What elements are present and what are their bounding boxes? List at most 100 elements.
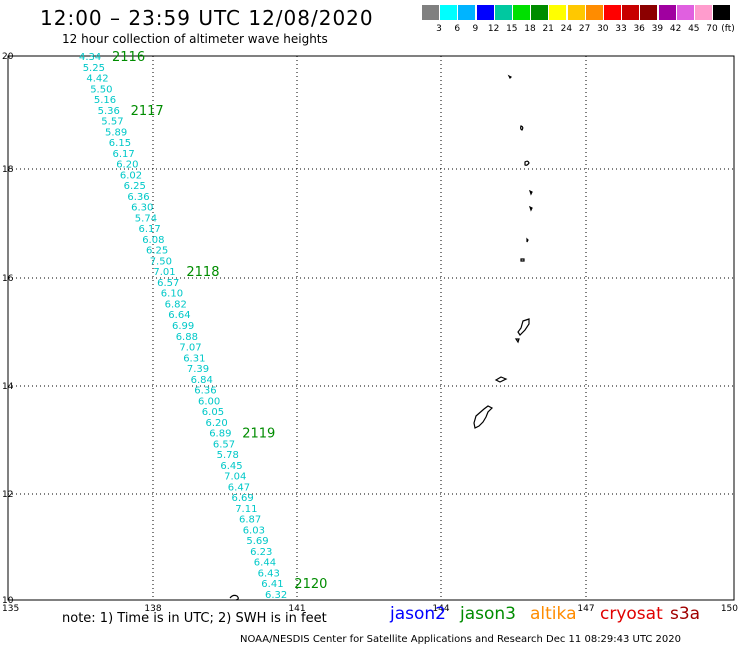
swh-value: 6.25 xyxy=(146,246,168,257)
swh-value: 6.20 xyxy=(116,160,138,171)
swh-value: 7.07 xyxy=(179,343,201,354)
lat-tick-label: 14 xyxy=(2,382,14,392)
satellite-label: altika xyxy=(530,604,577,624)
swh-value: 6.08 xyxy=(142,235,164,246)
swh-value: 6.84 xyxy=(191,375,213,386)
scale-swatch xyxy=(567,5,585,20)
swh-value: 6.17 xyxy=(113,149,135,160)
scale-label: 42 xyxy=(669,24,682,34)
map-subtitle: 12 hour collection of altimeter wave hei… xyxy=(62,32,328,46)
scale-label: 9 xyxy=(472,24,479,34)
satellite-label: cryosat xyxy=(600,604,663,624)
swh-value: 6.64 xyxy=(168,310,190,321)
scale-swatch xyxy=(658,5,676,20)
scale-swatch xyxy=(695,5,712,20)
swh-value: 6.57 xyxy=(213,439,235,450)
swh-value: 7.39 xyxy=(187,364,209,375)
swh-value: 6.82 xyxy=(165,300,187,311)
swh-value: 6.69 xyxy=(232,493,254,504)
satellite-label: jason3 xyxy=(460,604,516,624)
orbit-number: 2117 xyxy=(131,104,164,119)
lon-tick-label: 150 xyxy=(721,604,738,614)
swh-value: 6.31 xyxy=(183,353,205,364)
satellite-label: jason2 xyxy=(390,604,446,624)
scale-label: 12 xyxy=(487,24,500,34)
swh-value: 6.20 xyxy=(206,418,228,429)
scale-label: 6 xyxy=(454,24,461,34)
longitude-labels: 135 138 141 144 147 150 xyxy=(2,604,738,614)
scale-swatch xyxy=(422,5,439,20)
scale-label: 39 xyxy=(651,24,664,34)
swh-value: 5.25 xyxy=(83,63,105,74)
swh-value: 6.30 xyxy=(131,203,153,214)
graticule-grid xyxy=(8,56,734,600)
swh-value: 7.50 xyxy=(150,256,172,267)
scale-swatch xyxy=(604,5,621,20)
scale-label: 45 xyxy=(688,24,700,34)
island-rota xyxy=(494,376,508,383)
swh-value: 6.89 xyxy=(209,429,231,440)
scale-label: 36 xyxy=(633,24,645,34)
swh-value: 5.50 xyxy=(90,84,112,95)
orbit-number: 2118 xyxy=(186,265,219,280)
swh-value: 5.36 xyxy=(98,106,120,117)
swh-value: 5.69 xyxy=(246,536,268,547)
swh-value: 6.36 xyxy=(194,386,216,397)
swh-value: 5.78 xyxy=(217,450,239,461)
island-guam xyxy=(473,405,494,429)
island-alamagan xyxy=(526,237,529,243)
swh-value: 6.45 xyxy=(220,461,242,472)
island-farallon xyxy=(507,74,513,80)
swh-value: 6.99 xyxy=(172,321,194,332)
swh-value: 6.36 xyxy=(127,192,149,203)
island-asuncion xyxy=(524,160,530,166)
scale-label: 70 xyxy=(706,24,718,34)
lon-tick-label: 141 xyxy=(288,604,305,614)
swh-value: 6.32 xyxy=(265,590,287,601)
scale-swatch xyxy=(549,5,567,20)
scale-label: 33 xyxy=(615,24,627,34)
swh-value: 6.17 xyxy=(139,224,161,235)
mariana-islands xyxy=(229,74,533,601)
lat-tick-label: 18 xyxy=(2,165,14,175)
swh-track: 4.345.254.425.505.165.365.575.896.156.17… xyxy=(79,52,287,601)
swh-value: 7.11 xyxy=(235,504,257,515)
swh-value: 6.88 xyxy=(176,332,198,343)
island-maug xyxy=(520,125,524,131)
map-frame xyxy=(7,55,735,601)
swh-value: 7.01 xyxy=(153,267,175,278)
swh-value: 6.47 xyxy=(228,482,250,493)
lon-tick-label: 138 xyxy=(144,604,161,614)
island-south xyxy=(229,594,239,601)
orbit-number: 2120 xyxy=(294,577,327,592)
swh-value: 6.25 xyxy=(124,181,146,192)
scale-swatch xyxy=(531,5,549,20)
swh-value: 5.89 xyxy=(105,127,127,138)
lon-tick-label: 147 xyxy=(577,604,594,614)
scale-swatch xyxy=(713,5,731,20)
swh-value: 6.15 xyxy=(109,138,131,149)
scale-swatch xyxy=(676,5,694,20)
swh-value: 6.03 xyxy=(243,525,265,536)
swh-value: 5.57 xyxy=(101,117,123,128)
latitude-labels: 20 18 16 14 12 10 xyxy=(2,52,14,606)
scale-swatch xyxy=(458,5,476,20)
lat-tick-label: 10 xyxy=(2,596,14,606)
scale-swatch xyxy=(640,5,658,20)
credit-line: NOAA/NESDIS Center for Satellite Applica… xyxy=(240,634,682,645)
island-tinian xyxy=(514,338,520,344)
scale-label: 24 xyxy=(560,24,573,34)
swh-value: 6.44 xyxy=(254,558,276,569)
scale-swatch xyxy=(440,5,458,20)
swh-value: 6.10 xyxy=(161,289,183,300)
map-title: 12:00 – 23:59 UTC 12/08/2020 xyxy=(40,6,374,30)
lon-tick-label: 135 xyxy=(2,604,19,614)
swh-value: 6.43 xyxy=(258,569,280,580)
lat-tick-label: 16 xyxy=(2,274,14,284)
swh-value: 5.74 xyxy=(135,213,157,224)
lat-tick-label: 12 xyxy=(2,490,13,500)
scale-swatch xyxy=(622,5,640,20)
scale-label: 15 xyxy=(506,24,518,34)
swh-value: 6.23 xyxy=(250,547,272,558)
scale-unit: (ft) xyxy=(721,24,735,34)
